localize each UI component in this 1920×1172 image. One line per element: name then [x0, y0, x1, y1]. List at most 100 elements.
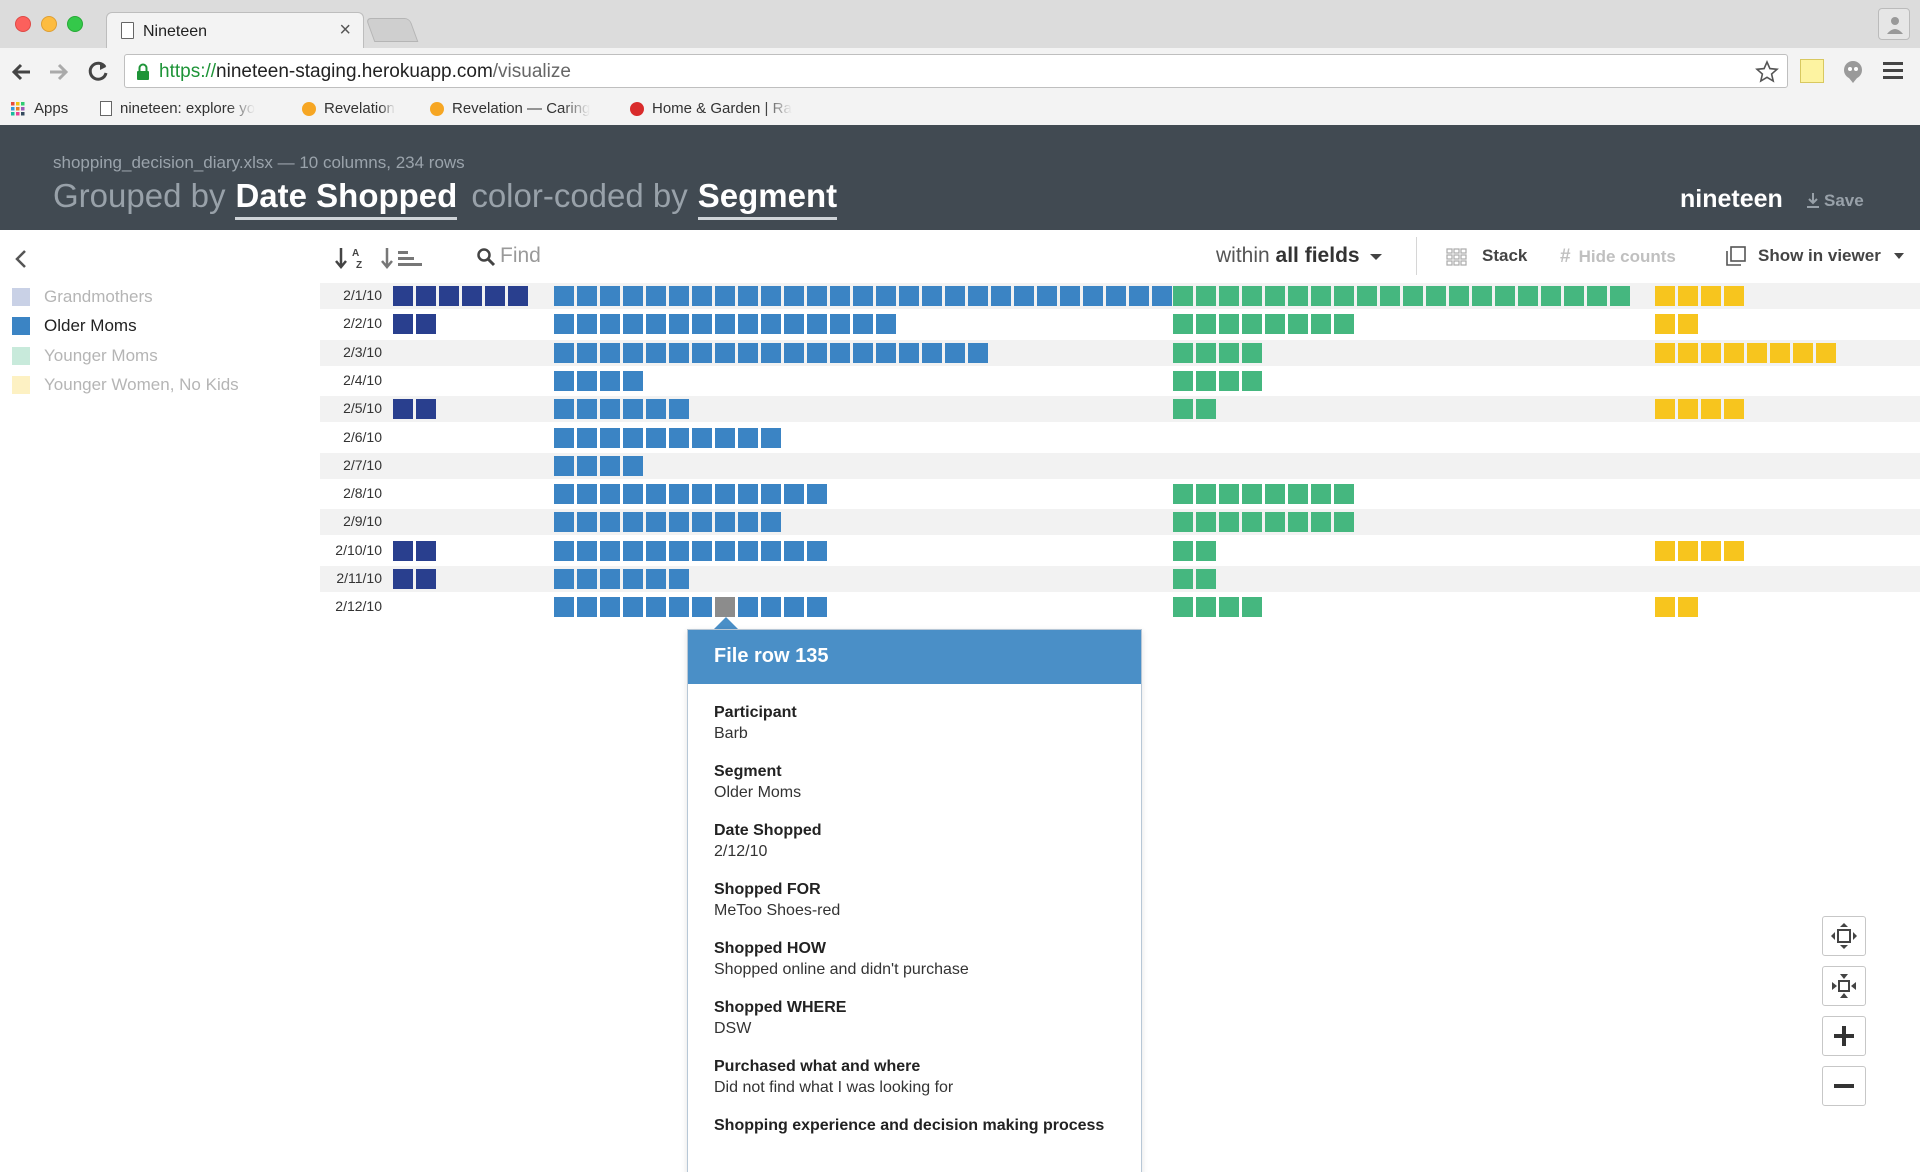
record-square[interactable] — [807, 342, 827, 363]
record-square-selected[interactable] — [715, 597, 735, 618]
record-square[interactable] — [600, 286, 620, 306]
record-square[interactable] — [1655, 314, 1675, 335]
record-square[interactable] — [1173, 286, 1193, 306]
record-square[interactable] — [945, 286, 965, 306]
record-square[interactable] — [1655, 342, 1675, 363]
tab-close-icon[interactable]: × — [339, 19, 351, 41]
record-square[interactable] — [1196, 314, 1216, 335]
stack-button[interactable]: Stack — [1446, 246, 1527, 266]
record-square[interactable] — [554, 399, 574, 420]
record-square[interactable] — [623, 455, 643, 476]
record-square[interactable] — [1311, 314, 1331, 335]
record-square[interactable] — [1173, 540, 1193, 561]
record-square[interactable] — [669, 569, 689, 589]
record-square[interactable] — [1219, 597, 1239, 618]
record-square[interactable] — [554, 370, 574, 391]
record-square[interactable] — [1037, 286, 1057, 306]
record-square[interactable] — [807, 286, 827, 306]
record-square[interactable] — [1724, 286, 1744, 306]
record-square[interactable] — [692, 597, 712, 618]
record-square[interactable] — [1265, 286, 1285, 306]
address-bar[interactable]: https://nineteen-staging.herokuapp.com/v… — [124, 54, 1788, 88]
record-square[interactable] — [991, 286, 1011, 306]
record-square[interactable] — [1173, 484, 1193, 505]
record-square[interactable] — [577, 427, 597, 448]
record-square[interactable] — [715, 484, 735, 505]
bookmark-item[interactable]: Home & Garden | Ra — [630, 100, 792, 117]
record-square[interactable] — [1219, 370, 1239, 391]
record-square[interactable] — [761, 597, 781, 618]
record-square[interactable] — [577, 455, 597, 476]
record-square[interactable] — [1816, 342, 1836, 363]
record-square[interactable] — [1288, 484, 1308, 505]
record-square[interactable] — [1196, 540, 1216, 561]
record-square[interactable] — [577, 484, 597, 505]
record-square[interactable] — [1678, 342, 1698, 363]
record-square[interactable] — [1334, 286, 1354, 306]
record-square[interactable] — [669, 427, 689, 448]
record-square[interactable] — [1173, 342, 1193, 363]
forward-button[interactable] — [44, 58, 72, 86]
bookmark-item[interactable]: Revelation — [302, 100, 395, 117]
record-square[interactable] — [738, 540, 758, 561]
record-square[interactable] — [1196, 342, 1216, 363]
record-square[interactable] — [692, 484, 712, 505]
record-square[interactable] — [784, 540, 804, 561]
record-square[interactable] — [1219, 314, 1239, 335]
record-square[interactable] — [1311, 512, 1331, 533]
record-square[interactable] — [876, 342, 896, 363]
record-square[interactable] — [1219, 484, 1239, 505]
record-square[interactable] — [1426, 286, 1446, 306]
fit-all-button[interactable] — [1822, 966, 1866, 1006]
record-square[interactable] — [922, 286, 942, 306]
record-square[interactable] — [1793, 342, 1813, 363]
record-square[interactable] — [899, 342, 919, 363]
hide-counts-button[interactable]: # Hide counts — [1560, 246, 1676, 268]
record-square[interactable] — [968, 342, 988, 363]
record-square[interactable] — [1518, 286, 1538, 306]
legend-item[interactable]: Younger Women, No Kids — [12, 371, 239, 401]
record-square[interactable] — [715, 286, 735, 306]
record-square[interactable] — [761, 314, 781, 335]
back-button[interactable] — [8, 58, 36, 86]
record-square[interactable] — [669, 342, 689, 363]
record-square[interactable] — [1196, 512, 1216, 533]
record-square[interactable] — [1288, 512, 1308, 533]
bookmark-item[interactable]: nineteen: explore yo — [100, 100, 255, 117]
record-square[interactable] — [1678, 597, 1698, 618]
record-square[interactable] — [1587, 286, 1607, 306]
record-square[interactable] — [761, 484, 781, 505]
record-square[interactable] — [1678, 540, 1698, 561]
record-square[interactable] — [646, 540, 666, 561]
record-square[interactable] — [1770, 342, 1790, 363]
record-square[interactable] — [922, 342, 942, 363]
record-square[interactable] — [1472, 286, 1492, 306]
browser-menu-icon[interactable] — [1882, 60, 1904, 80]
record-square[interactable] — [577, 512, 597, 533]
record-square[interactable] — [1288, 314, 1308, 335]
record-square[interactable] — [1265, 314, 1285, 335]
record-square[interactable] — [1242, 314, 1262, 335]
record-square[interactable] — [669, 399, 689, 420]
record-square[interactable] — [554, 484, 574, 505]
record-square[interactable] — [1655, 286, 1675, 306]
record-square[interactable] — [646, 399, 666, 420]
record-square[interactable] — [1678, 314, 1698, 335]
record-square[interactable] — [554, 512, 574, 533]
record-square[interactable] — [416, 314, 436, 335]
record-square[interactable] — [1334, 314, 1354, 335]
record-square[interactable] — [715, 540, 735, 561]
record-square[interactable] — [554, 569, 574, 589]
record-square[interactable] — [623, 286, 643, 306]
zoom-in-button[interactable] — [1822, 1016, 1866, 1056]
record-square[interactable] — [1564, 286, 1584, 306]
record-square[interactable] — [600, 597, 620, 618]
record-square[interactable] — [1242, 370, 1262, 391]
record-square[interactable] — [1196, 370, 1216, 391]
record-square[interactable] — [554, 540, 574, 561]
record-square[interactable] — [1265, 484, 1285, 505]
record-square[interactable] — [577, 370, 597, 391]
record-square[interactable] — [393, 286, 413, 306]
record-square[interactable] — [577, 597, 597, 618]
record-square[interactable] — [1173, 370, 1193, 391]
